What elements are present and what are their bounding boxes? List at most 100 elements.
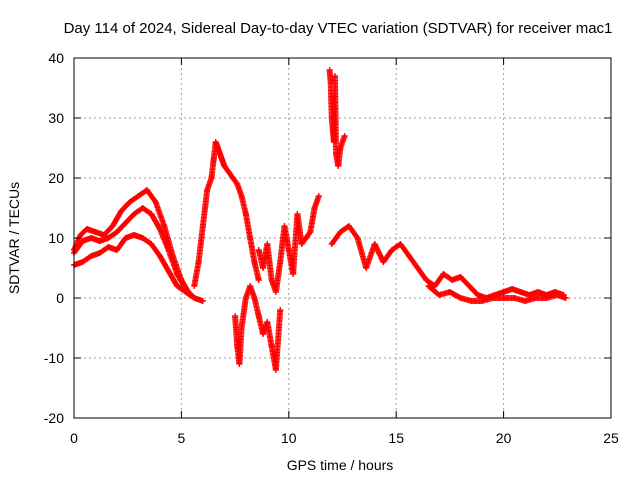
data-point (500, 289, 507, 295)
y-tick-label: -10 (44, 350, 64, 366)
data-point (468, 298, 475, 304)
data-point (260, 331, 267, 337)
data-point (329, 127, 336, 133)
data-point (328, 241, 335, 247)
data-point (330, 139, 337, 145)
data-point (446, 289, 453, 295)
data-point (126, 199, 133, 205)
data-point (457, 274, 464, 280)
data-point (474, 292, 481, 298)
data-point (406, 253, 413, 259)
y-tick-label: 30 (48, 110, 64, 126)
data-point (326, 67, 333, 73)
x-tick-label: 5 (178, 430, 186, 446)
data-point (96, 250, 103, 256)
y-tick-label: 10 (48, 230, 64, 246)
data-point (131, 232, 138, 238)
data-point (534, 289, 541, 295)
x-axis-label: GPS time / hours (287, 457, 394, 473)
data-point (479, 298, 486, 304)
data-point (425, 283, 432, 289)
data-point (79, 238, 86, 244)
data-point (122, 235, 129, 241)
data-point (260, 265, 267, 271)
data-point (139, 235, 146, 241)
data-point (298, 241, 305, 247)
data-point (118, 208, 125, 214)
series-burst-6h (191, 139, 262, 289)
data-point (219, 157, 226, 163)
data-point (397, 241, 404, 247)
data-point (148, 241, 155, 247)
data-point (307, 229, 314, 235)
data-point (165, 247, 172, 253)
data-point (562, 295, 569, 301)
data-point (281, 223, 288, 229)
data-point (414, 265, 421, 271)
data-point (88, 253, 95, 259)
data-point (238, 325, 245, 331)
data-point (354, 235, 361, 241)
data-point (522, 298, 529, 304)
data-point (109, 223, 116, 229)
data-point (255, 277, 262, 283)
data-point (79, 259, 86, 265)
data-point (466, 283, 473, 289)
data-point (457, 295, 464, 301)
data-point (217, 151, 224, 157)
data-point (388, 247, 395, 253)
data-point (96, 238, 103, 244)
data-point (199, 298, 206, 304)
data-point (174, 271, 181, 277)
data-point (554, 292, 561, 298)
data-point (221, 163, 228, 169)
data-point (156, 253, 163, 259)
data-point (113, 247, 120, 253)
chart-title: Day 114 of 2024, Sidereal Day-to-day VTE… (64, 20, 613, 37)
series-mid-12to16h (328, 223, 447, 289)
data-point (191, 295, 198, 301)
x-tick-label: 15 (388, 430, 404, 446)
data-point (371, 241, 378, 247)
data-point (264, 319, 271, 325)
data-point (234, 343, 241, 349)
data-layer (71, 67, 569, 373)
data-point (101, 232, 108, 238)
data-point (234, 181, 241, 187)
data-point (195, 259, 202, 265)
data-point (92, 229, 99, 235)
data-point (331, 73, 338, 79)
data-point (135, 193, 142, 199)
data-point (105, 235, 112, 241)
data-point (208, 175, 215, 181)
y-tick-label: 0 (56, 290, 64, 306)
data-point (345, 223, 352, 229)
data-point (290, 271, 297, 277)
data-point (440, 271, 447, 277)
data-point (113, 229, 120, 235)
data-point (88, 235, 95, 241)
data-point (264, 241, 271, 247)
data-point (272, 289, 279, 295)
data-point (214, 145, 221, 151)
data-point (144, 187, 151, 193)
data-point (500, 295, 507, 301)
data-point (225, 169, 232, 175)
data-point (277, 307, 284, 313)
data-point (255, 313, 262, 319)
data-point (315, 193, 322, 199)
data-point (232, 313, 239, 319)
y-tick-label: 20 (48, 170, 64, 186)
data-point (242, 295, 249, 301)
data-point (161, 223, 168, 229)
y-tick-label: 40 (48, 50, 64, 66)
data-point (543, 295, 550, 301)
data-point (156, 226, 163, 232)
data-point (509, 286, 516, 292)
data-point (423, 277, 430, 283)
data-point (431, 283, 438, 289)
data-point (152, 199, 159, 205)
data-point (337, 229, 344, 235)
data-point (131, 211, 138, 217)
